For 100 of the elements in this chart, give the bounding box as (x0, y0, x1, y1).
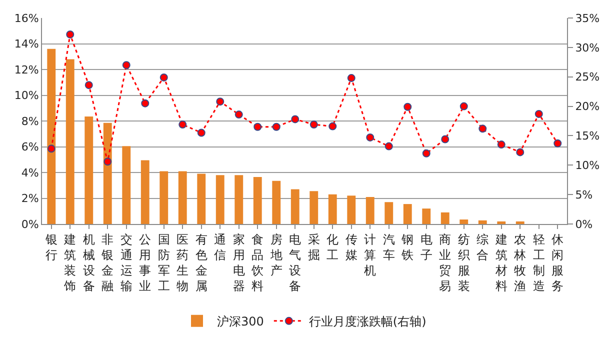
point (216, 98, 224, 106)
bar (160, 171, 168, 224)
point (122, 61, 130, 70)
bar (197, 174, 206, 224)
x-tick-label: 计算机 (364, 232, 376, 278)
point (347, 74, 356, 82)
x-tick-label: 有色金属 (195, 232, 208, 294)
point (84, 81, 93, 90)
point (441, 135, 450, 144)
bar (347, 196, 356, 224)
point (178, 120, 187, 129)
point (66, 30, 74, 38)
x-tick-label: 房地产 (269, 232, 282, 278)
point (310, 120, 318, 129)
bar (403, 204, 412, 224)
y-tick-label: 10% (14, 89, 39, 102)
bar (310, 191, 318, 224)
y-tick-label: 0% (21, 218, 39, 231)
point (384, 142, 393, 150)
y2-tick-label: 0% (575, 218, 593, 231)
x-tick-label: 采掘 (308, 232, 320, 262)
x-tick-label: 电子 (420, 232, 432, 262)
y2-tick-label: 15% (575, 130, 600, 143)
bar (328, 194, 337, 224)
x-tick-label: 银行 (44, 232, 58, 262)
x-tick-label: 化工 (326, 232, 339, 262)
y2-tick-label: 5% (575, 188, 593, 202)
x-tick-label: 交通运输 (120, 232, 132, 294)
y-tick-label: 6% (21, 140, 39, 154)
x-tick-label: 综合 (476, 232, 489, 262)
y2-tick-label: 30% (575, 41, 600, 54)
bar (440, 212, 450, 224)
y-tick-label: 12% (14, 63, 39, 76)
point (497, 140, 506, 149)
legend-label: 沪深300 (217, 314, 264, 329)
point (291, 115, 300, 124)
bar (216, 175, 224, 224)
x-tick-label: 钢铁 (400, 232, 414, 262)
point (422, 149, 430, 158)
bar (366, 196, 374, 224)
x-tick-label: 传媒 (345, 232, 358, 262)
bar (422, 208, 431, 224)
x-tick-label: 非银金融 (100, 232, 114, 294)
x-tick-label: 机械设备 (82, 232, 95, 294)
bar (384, 202, 394, 224)
x-tick-label: 通信 (214, 232, 226, 262)
x-tick-label: 建筑材料 (494, 232, 508, 294)
point (254, 122, 262, 131)
point (366, 133, 374, 142)
point (141, 99, 150, 108)
y2-tick-label: 35% (575, 12, 600, 25)
x-tick-label: 商业贸易 (439, 232, 452, 294)
x-tick-label: 食品饮料 (250, 232, 264, 294)
x-tick-label: 国防军工 (158, 232, 170, 294)
bar (84, 116, 94, 224)
y2-tick-label: 10% (575, 158, 600, 172)
bar (290, 189, 300, 224)
bar (140, 160, 150, 224)
x-tick-label: 公用事业 (139, 232, 152, 294)
bar (122, 146, 131, 224)
y2-tick-label: 25% (575, 70, 600, 84)
y2-tick-label: 20% (575, 100, 600, 114)
bar (516, 221, 524, 224)
x-tick-label: 休闲服务 (552, 232, 564, 294)
point (554, 139, 562, 148)
x-tick-label: 农林牧渔 (513, 232, 526, 294)
bar (272, 180, 281, 224)
y-tick-label: 4% (21, 166, 39, 180)
bar (178, 171, 187, 224)
y-tick-label: 2% (21, 192, 39, 206)
point (516, 148, 524, 156)
point (328, 122, 337, 130)
bar (234, 175, 244, 224)
point (160, 73, 168, 82)
point (272, 122, 280, 131)
bar (460, 219, 468, 224)
point (104, 158, 112, 166)
legend-label: 行业月度涨跌幅(右轴) (308, 314, 426, 329)
x-tick-label: 纺织服装 (458, 232, 470, 294)
bar (103, 122, 112, 224)
point (197, 128, 206, 137)
y-tick-label: 14% (14, 38, 39, 51)
point (534, 110, 543, 118)
point (234, 110, 243, 119)
x-tick-label: 医药生物 (176, 232, 189, 294)
x-tick-label: 建筑装饰 (63, 232, 76, 294)
y-tick-label: 8% (21, 114, 39, 128)
y-tick-label: 16% (14, 12, 39, 25)
point (460, 102, 468, 110)
point (478, 124, 487, 133)
bar (47, 48, 56, 224)
bar (478, 220, 487, 224)
x-tick-label: 汽车 (382, 232, 395, 262)
bar (253, 177, 262, 224)
x-tick-label: 电气设备 (289, 232, 302, 294)
bar (66, 59, 74, 224)
x-tick-label: 家用电器 (232, 232, 245, 294)
point (47, 144, 56, 153)
x-tick-label: 轻工制造 (532, 232, 545, 294)
bar (497, 221, 506, 224)
